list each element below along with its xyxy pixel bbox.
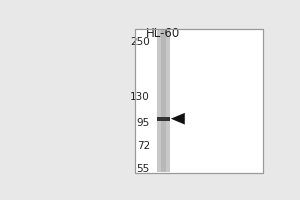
Text: 55: 55 (137, 164, 150, 174)
Bar (160, 117, 167, 120)
Text: 250: 250 (130, 37, 150, 47)
Bar (135, 29, 263, 173)
Bar (135, 29, 263, 173)
Text: 72: 72 (137, 141, 150, 151)
Bar (157, 117, 170, 121)
Bar (161, 30, 166, 172)
Bar (157, 30, 170, 172)
Text: HL-60: HL-60 (146, 27, 180, 40)
Text: 130: 130 (130, 92, 150, 102)
Polygon shape (171, 113, 185, 125)
Text: 95: 95 (137, 118, 150, 128)
